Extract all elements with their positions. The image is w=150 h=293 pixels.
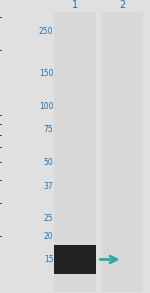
Text: 25: 25 [44, 214, 53, 223]
Text: 37: 37 [44, 182, 53, 191]
Text: 1: 1 [72, 0, 78, 10]
Text: 75: 75 [44, 125, 53, 134]
Bar [54, 12, 96, 292]
Text: 50: 50 [44, 158, 53, 167]
Text: 2: 2 [119, 0, 126, 10]
Text: 20: 20 [44, 232, 53, 241]
Text: 250: 250 [39, 28, 53, 36]
Text: 15: 15 [44, 255, 53, 264]
Bar [54, 245, 96, 275]
Text: 100: 100 [39, 102, 53, 110]
Bar [102, 12, 143, 292]
Text: 150: 150 [39, 69, 53, 78]
